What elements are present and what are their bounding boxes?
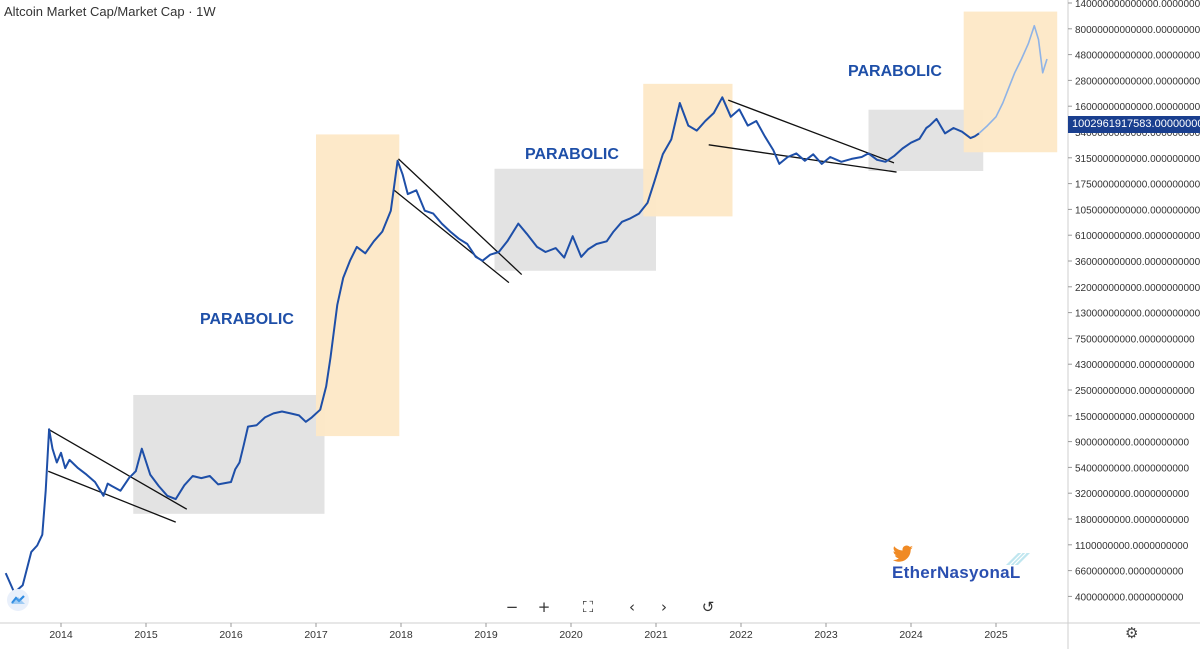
y-tick-label: 360000000000.0000000000 [1075, 257, 1200, 268]
y-tick-label: 220000000000.0000000000 [1075, 283, 1200, 294]
consolidation-zone [133, 394, 325, 514]
x-tick-label: 2018 [389, 629, 413, 641]
x-tick-label: 2015 [134, 629, 158, 641]
series-line [978, 24, 1048, 134]
y-tick-label: 3200000000.0000000000 [1075, 489, 1189, 500]
consolidation-zone [494, 168, 656, 271]
y-tick-label: 400000000.0000000000 [1075, 592, 1184, 603]
y-tick-label: 48000000000000.0000000000 [1075, 51, 1200, 62]
x-tick-label: 2020 [559, 629, 583, 641]
twitter-bird-icon [892, 545, 913, 562]
y-tick-label: 15000000000.0000000000 [1075, 412, 1195, 423]
last-price-label: 1002961917583.0000000000 [1068, 116, 1200, 133]
toolbar-separator [606, 595, 614, 619]
trendline [47, 428, 188, 510]
parabolic-annotation: PARABOLIC [848, 63, 942, 80]
y-tick-label: 3150000000000.0000000000 [1075, 154, 1200, 165]
zoom-out-button[interactable]: − [500, 595, 524, 619]
y-tick-label: 5400000000.0000000000 [1075, 463, 1189, 474]
trendline [393, 189, 510, 284]
y-tick-label: 1800000000.0000000000 [1075, 515, 1189, 526]
tradingview-logo-icon[interactable] [7, 589, 29, 611]
y-tick-label: 25000000000.0000000000 [1075, 386, 1195, 397]
parabolic-zone [316, 134, 400, 437]
y-tick-label: 28000000000000.0000000000 [1075, 76, 1200, 87]
y-tick-label: 9000000000.0000000000 [1075, 438, 1189, 449]
x-tick-label: 2022 [729, 629, 753, 641]
trendline [48, 470, 176, 523]
trendline [728, 99, 895, 164]
y-tick-label: 1750000000000.0000000000 [1075, 180, 1200, 191]
chart-title: Altcoin Market Cap/Market Cap · 1W [4, 4, 216, 19]
y-tick-label: 610000000000.0000000000 [1075, 231, 1200, 242]
toolbar-separator [562, 595, 570, 619]
watermark-text: EtherNasyonaL [892, 563, 1021, 582]
toolbar-separator [682, 595, 690, 619]
stripe-decoration [1006, 552, 1030, 566]
trendline [398, 158, 523, 276]
chart-toolbar: − + ⛶ ‹ › ↺ [498, 595, 722, 619]
y-tick-label: 1050000000000.0000000000 [1075, 205, 1200, 216]
parabolic-annotation: PARABOLIC [200, 311, 294, 328]
x-tick-label: 2016 [219, 629, 243, 641]
y-tick-label: 130000000000.0000000000 [1075, 309, 1200, 320]
x-tick-label: 2025 [984, 629, 1008, 641]
x-tick-label: 2023 [814, 629, 838, 641]
watermark: EtherNasyonaL [892, 545, 1042, 585]
y-tick-label: 43000000000.0000000000 [1075, 360, 1195, 371]
y-tick-label: 1100000000.0000000000 [1075, 541, 1189, 552]
x-tick-label: 2024 [899, 629, 923, 641]
zoom-in-button[interactable]: + [532, 595, 556, 619]
scroll-right-button[interactable]: › [652, 595, 676, 619]
y-tick-label: 5400000000000.0000000000 [1075, 128, 1200, 139]
parabolic-annotation: PARABOLIC [525, 146, 619, 163]
x-tick-label: 2017 [304, 629, 328, 641]
y-tick-label: 140000000000000.0000000000 [1075, 0, 1200, 10]
y-tick-label: 80000000000000.0000000000 [1075, 25, 1200, 36]
fullscreen-icon[interactable]: ⛶ [576, 595, 600, 619]
y-tick-label: 660000000.0000000000 [1075, 567, 1184, 578]
settings-gear-icon[interactable]: ⚙ [1125, 624, 1139, 642]
scroll-left-button[interactable]: ‹ [620, 595, 644, 619]
x-tick-label: 2019 [474, 629, 498, 641]
y-tick-label: 16000000000000.0000000000 [1075, 102, 1200, 113]
reset-chart-button[interactable]: ↺ [696, 595, 720, 619]
y-tick-label: 75000000000.0000000000 [1075, 334, 1195, 345]
series-line [4, 96, 980, 594]
x-tick-label: 2014 [49, 629, 73, 641]
x-tick-label: 2021 [644, 629, 668, 641]
